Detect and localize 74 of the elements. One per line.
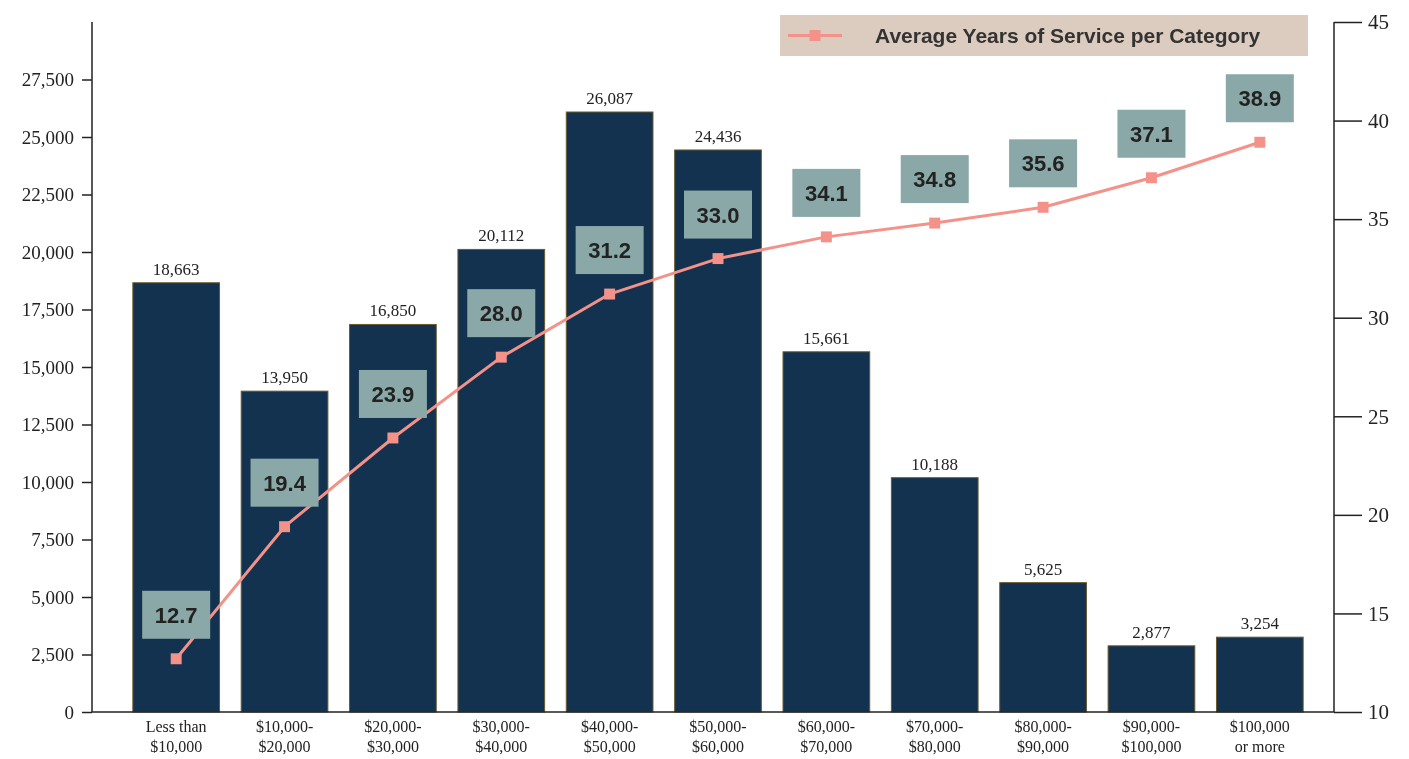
point xyxy=(1037,201,1049,213)
data-label: 31.2 xyxy=(588,238,632,264)
y2-tick-label: 30 xyxy=(1368,305,1389,330)
point xyxy=(929,217,941,229)
y-tick-label: 0 xyxy=(64,701,74,723)
y2-tick-label: 10 xyxy=(1368,700,1389,725)
legend-label: Average Years of Service per Category xyxy=(875,23,1261,47)
data-label: 10,188 xyxy=(911,454,959,474)
data-label: 35.6 xyxy=(1021,151,1065,177)
y-tick-label: 7,500 xyxy=(31,529,74,551)
y-tick-label: 12,500 xyxy=(21,414,74,436)
bar xyxy=(349,323,437,713)
y2-tick-label: 35 xyxy=(1368,207,1389,232)
y-tick-label: 27,500 xyxy=(21,69,74,91)
bar xyxy=(1215,636,1304,713)
y-tick-label: 22,500 xyxy=(21,184,74,206)
x-tick-label: $90,000- $100,000 xyxy=(1121,718,1182,755)
x-tick-label: $30,000- $40,000 xyxy=(472,718,530,755)
x-tick-label: $100,000 or more xyxy=(1229,718,1290,755)
x-tick-label: $60,000- $70,000 xyxy=(797,718,856,755)
y-tick-label: 15,000 xyxy=(21,356,74,378)
bar xyxy=(890,477,979,713)
y-tick-label: 25,000 xyxy=(21,126,74,148)
data-label: 33.0 xyxy=(696,202,740,228)
x-tick-label: $40,000- $50,000 xyxy=(580,718,639,755)
point xyxy=(495,351,507,363)
y2-tick-label: 25 xyxy=(1368,404,1389,429)
data-label: 15,661 xyxy=(802,328,850,348)
data-label: 38.9 xyxy=(1238,86,1282,112)
point xyxy=(279,521,291,533)
bar xyxy=(1107,645,1196,713)
data-label: 23.9 xyxy=(371,381,415,407)
data-label: 13,950 xyxy=(261,368,308,388)
y2-tick-label: 20 xyxy=(1368,503,1389,528)
y-tick-label: 17,500 xyxy=(21,299,74,321)
data-label: 19.4 xyxy=(263,470,307,496)
y-tick-label: 5,000 xyxy=(31,586,74,608)
x-tick-label: $20,000- $30,000 xyxy=(364,718,422,755)
data-label: 5,625 xyxy=(1023,559,1063,579)
y-tick-label: 20,000 xyxy=(21,241,74,263)
point xyxy=(604,288,616,300)
data-label: 26,087 xyxy=(586,89,634,108)
data-label: 24,436 xyxy=(694,126,742,146)
y-tick-label: 10,000 xyxy=(21,471,74,493)
point xyxy=(820,231,832,243)
point xyxy=(712,253,724,265)
point xyxy=(387,432,399,444)
y2-tick-label: 45 xyxy=(1368,10,1389,35)
point xyxy=(1145,172,1157,184)
data-label: 20,112 xyxy=(478,226,525,246)
data-label: 2,877 xyxy=(1132,622,1172,642)
point xyxy=(1254,136,1266,148)
data-label: 3,254 xyxy=(1240,614,1280,634)
x-tick-label: $70,000- $80,000 xyxy=(906,718,964,755)
bar xyxy=(782,351,871,713)
x-tick-label: Less than $10,000 xyxy=(145,718,207,755)
data-label: 34.8 xyxy=(913,167,957,193)
data-label: 18,663 xyxy=(152,259,200,279)
data-label: 12.7 xyxy=(154,602,198,628)
bar xyxy=(132,282,221,713)
bar xyxy=(999,582,1087,713)
y-tick-label: 2,500 xyxy=(31,644,74,666)
point xyxy=(170,653,182,665)
y2-tick-label: 40 xyxy=(1368,108,1389,133)
x-tick-label: $50,000- $60,000 xyxy=(689,718,747,755)
bar xyxy=(565,111,654,713)
data-label: 28.0 xyxy=(479,301,523,327)
y2-tick-label: 15 xyxy=(1368,601,1389,626)
data-label: 34.1 xyxy=(804,180,848,206)
x-tick-label: $10,000- $20,000 xyxy=(255,718,314,755)
data-label: 16,850 xyxy=(369,301,417,321)
data-label: 37.1 xyxy=(1130,121,1173,147)
bar xyxy=(674,149,762,713)
x-tick-label: $80,000- $90,000 xyxy=(1014,718,1072,755)
